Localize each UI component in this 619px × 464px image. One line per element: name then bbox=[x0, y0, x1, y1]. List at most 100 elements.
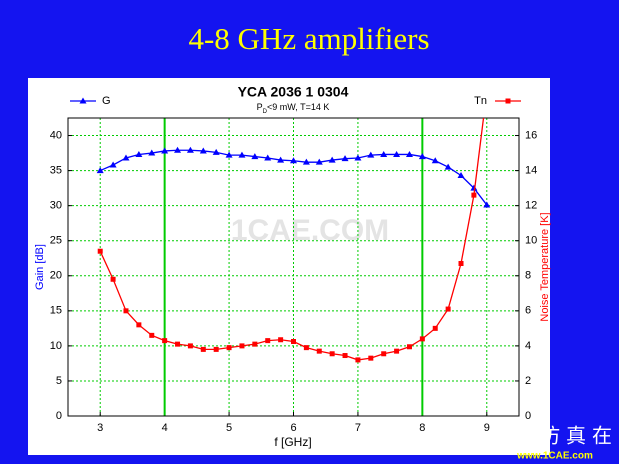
marker bbox=[96, 167, 104, 174]
y-axis-label: Gain [dB] bbox=[34, 244, 46, 290]
y2-tick-label: 8 bbox=[525, 270, 531, 282]
chart-panel bbox=[28, 78, 550, 455]
y2-tick-label: 10 bbox=[525, 235, 537, 247]
y2-axis-label: Noise Temperature [K] bbox=[539, 212, 551, 321]
plot-frame bbox=[67, 117, 520, 417]
y2-tick-label: 6 bbox=[525, 305, 531, 317]
marker bbox=[431, 157, 439, 164]
y2-tick-label: 16 bbox=[525, 129, 537, 141]
marker bbox=[123, 308, 129, 314]
y-tick-label: 0 bbox=[56, 410, 62, 422]
marker bbox=[444, 163, 452, 170]
y-tick-label: 40 bbox=[50, 129, 62, 141]
marker bbox=[175, 341, 181, 347]
marker bbox=[226, 345, 232, 351]
x-tick-label: 3 bbox=[97, 422, 103, 434]
marker bbox=[303, 345, 309, 351]
marker bbox=[136, 322, 142, 328]
x-tick-label: 9 bbox=[484, 422, 490, 434]
x-tick-label: 4 bbox=[162, 422, 168, 434]
marker bbox=[471, 192, 477, 198]
marker bbox=[225, 151, 233, 158]
plot-area bbox=[96, 118, 491, 363]
marker bbox=[505, 98, 511, 104]
footer-brand: 仿真在线 bbox=[540, 424, 619, 448]
marker bbox=[457, 171, 465, 178]
marker bbox=[252, 341, 258, 347]
marker bbox=[149, 332, 155, 338]
marker bbox=[265, 338, 271, 344]
y2-tick-label: 12 bbox=[525, 200, 537, 212]
marker bbox=[381, 351, 387, 357]
y2-tick-label: 4 bbox=[525, 340, 531, 352]
marker bbox=[162, 338, 168, 344]
marker bbox=[148, 149, 156, 156]
chart-subtitle: PD<9 mW, T=14 K bbox=[257, 102, 330, 114]
marker bbox=[238, 151, 246, 158]
x-tick-label: 5 bbox=[226, 422, 232, 434]
marker bbox=[393, 150, 401, 157]
marker bbox=[264, 154, 272, 161]
marker bbox=[277, 156, 285, 163]
marker bbox=[432, 325, 438, 331]
subtitle-part: P bbox=[257, 102, 263, 112]
y-tick-label: 5 bbox=[56, 375, 62, 387]
marker bbox=[316, 348, 322, 354]
y2-tick-label: 2 bbox=[525, 375, 531, 387]
x-tick-label: 8 bbox=[419, 422, 425, 434]
marker bbox=[367, 151, 375, 158]
subtitle-sub: D bbox=[263, 109, 268, 115]
x-tick-label: 6 bbox=[290, 422, 296, 434]
marker bbox=[341, 155, 349, 162]
marker bbox=[213, 346, 219, 352]
marker bbox=[354, 154, 362, 161]
y-tick-label: 30 bbox=[50, 200, 62, 212]
marker bbox=[302, 158, 310, 165]
marker bbox=[329, 351, 335, 357]
y-tick-label: 20 bbox=[50, 270, 62, 282]
subtitle-part: <9 mW, T=14 K bbox=[267, 102, 329, 112]
marker bbox=[418, 153, 426, 160]
marker bbox=[445, 306, 451, 312]
marker bbox=[174, 146, 182, 153]
y2-tick-label: 0 bbox=[525, 410, 531, 422]
legend-label: Tn bbox=[474, 95, 487, 107]
x-tick-label: 7 bbox=[355, 422, 361, 434]
marker bbox=[212, 148, 220, 155]
marker bbox=[342, 353, 348, 359]
marker bbox=[135, 150, 143, 157]
y-tick-label: 35 bbox=[50, 164, 62, 176]
marker bbox=[406, 344, 412, 350]
marker bbox=[368, 355, 374, 361]
marker bbox=[290, 157, 297, 164]
y2-tick-label: 14 bbox=[525, 164, 537, 176]
marker bbox=[278, 337, 284, 343]
chart-title: YCA 2036 1 0304 bbox=[238, 84, 349, 100]
y-tick-label: 15 bbox=[50, 305, 62, 317]
marker bbox=[419, 336, 425, 342]
y-tick-label: 10 bbox=[50, 340, 62, 352]
marker bbox=[328, 156, 336, 163]
marker bbox=[291, 339, 296, 344]
slide-title: 4-8 GHz amplifiers bbox=[188, 21, 429, 56]
marker bbox=[97, 248, 103, 254]
marker bbox=[380, 150, 388, 157]
marker bbox=[200, 346, 206, 352]
marker bbox=[161, 147, 169, 154]
marker bbox=[186, 146, 194, 153]
marker bbox=[251, 153, 259, 160]
marker bbox=[110, 276, 116, 282]
marker bbox=[355, 357, 361, 363]
marker bbox=[187, 343, 193, 349]
marker bbox=[79, 97, 87, 104]
y-tick-label: 25 bbox=[50, 235, 62, 247]
footer-url: www.1CAE.com bbox=[516, 451, 593, 462]
marker bbox=[405, 150, 413, 157]
marker bbox=[122, 154, 130, 161]
marker bbox=[483, 201, 491, 208]
marker bbox=[199, 147, 207, 154]
x-axis-label: f [GHz] bbox=[274, 435, 311, 449]
marker bbox=[239, 343, 245, 349]
